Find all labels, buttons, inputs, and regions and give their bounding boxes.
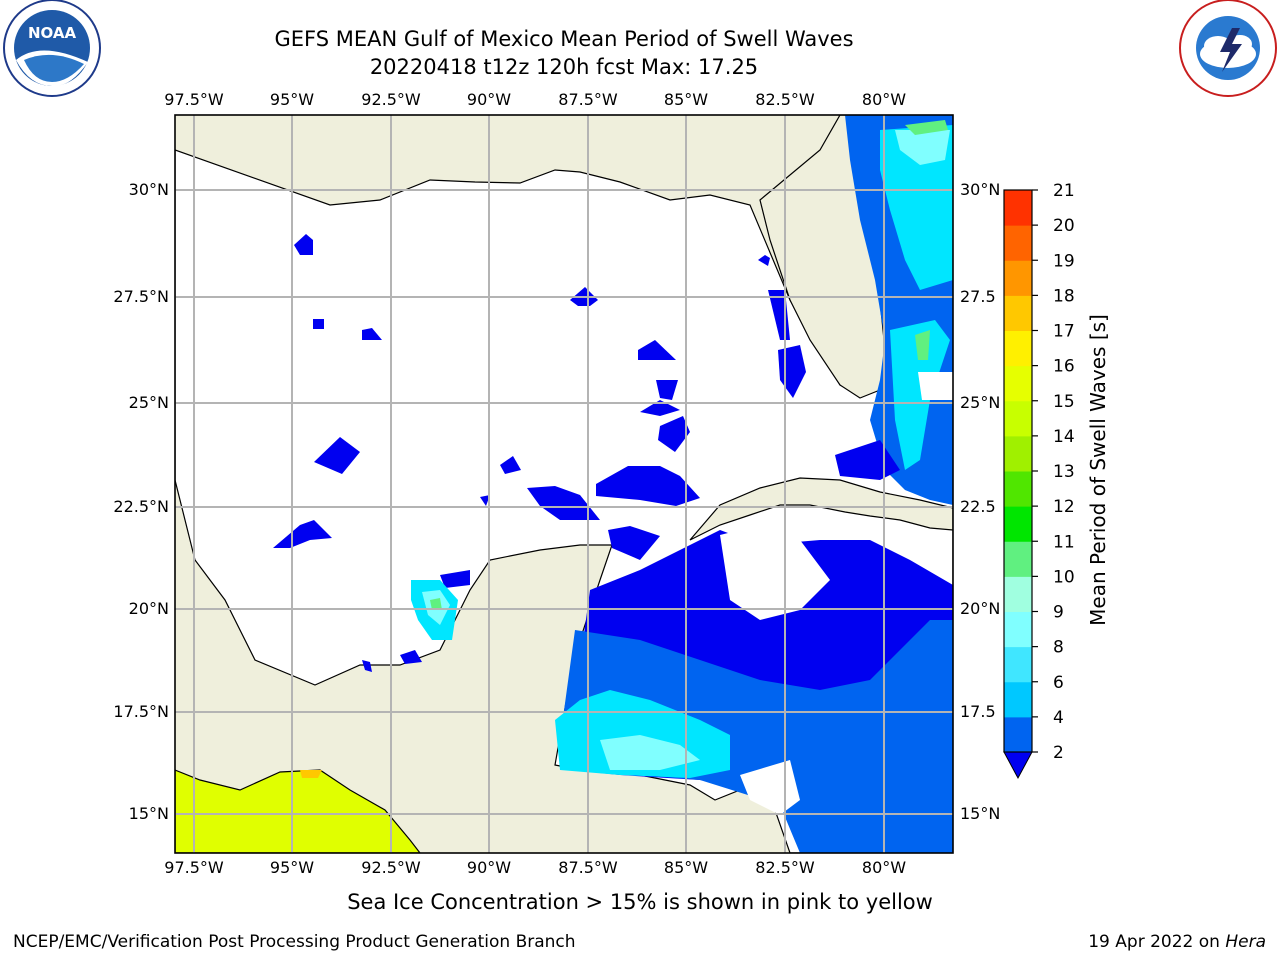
chart-title: GEFS MEAN Gulf of Mexico Mean Period of …	[274, 27, 854, 51]
lat-tick-right: 25°N	[960, 393, 1001, 412]
colorbar-tick-label: 13	[1053, 462, 1075, 482]
colorbar-segment	[1004, 541, 1032, 577]
sea-ice-note: Sea Ice Concentration > 15% is shown in …	[347, 890, 933, 914]
lon-tick-bottom: 87.5°W	[558, 858, 618, 877]
colorbar-tick-label: 15	[1053, 392, 1075, 412]
colorbar-tick-label: 11	[1053, 532, 1075, 552]
map-frame	[174, 114, 954, 854]
lon-tick-bottom: 95°W	[269, 858, 315, 877]
footer-date-text: 19 Apr 2022 on	[1088, 932, 1226, 952]
lat-tick-right: 22.5	[960, 497, 996, 516]
chart-subtitle: 20220418 t12z 120h fcst Max: 17.25	[369, 55, 759, 79]
colorbar-tick-label: 10	[1053, 567, 1075, 587]
colorbar-tick-label: 8	[1053, 638, 1064, 658]
colorbar-segment	[1004, 681, 1032, 718]
lon-tick-top: 80°W	[861, 90, 907, 109]
lat-tick-left: 20°N	[128, 599, 169, 618]
noaa-logo: NOAA	[3, 0, 101, 97]
colorbar-segment	[1004, 190, 1032, 226]
lat-tick-left: 25°N	[128, 393, 169, 412]
colorbar-segment	[1004, 716, 1032, 753]
lat-tick-right: 20°N	[960, 599, 1001, 618]
lon-tick-bottom: 82.5°W	[755, 858, 815, 877]
colorbar-tick-label: 14	[1053, 427, 1075, 447]
lat-tick-right: 30°N	[960, 180, 1001, 199]
colorbar-tick-label: 2	[1053, 743, 1064, 763]
lon-tick-bottom: 92.5°W	[361, 858, 421, 877]
colorbar-extend-arrow	[1003, 751, 1033, 780]
colorbar-segment	[1004, 400, 1032, 437]
lat-tick-right: 17.5	[960, 702, 996, 721]
lon-tick-bottom: 97.5°W	[164, 858, 224, 877]
colorbar-label: Mean Period of Swell Waves [s]	[1086, 314, 1110, 626]
lat-tick-left: 27.5°N	[113, 287, 169, 306]
footer-credit: NCEP/EMC/Verification Post Processing Pr…	[13, 932, 576, 952]
lon-tick-top: 92.5°W	[361, 90, 421, 109]
lon-tick-bottom: 80°W	[861, 858, 907, 877]
lon-tick-bottom: 90°W	[466, 858, 512, 877]
swell-atlantic-green	[905, 120, 948, 135]
footer-host: Hera	[1225, 932, 1266, 952]
colorbar-tick-label: 12	[1053, 497, 1075, 517]
noaa-logo-text: NOAA	[28, 24, 77, 42]
footer-date: 19 Apr 2022 on Hera	[1088, 932, 1266, 952]
colorbar-segment	[1004, 576, 1032, 612]
colorbar-segment	[1004, 295, 1032, 331]
lat-tick-left: 22.5°N	[113, 497, 169, 516]
swell-mid-blue	[560, 620, 953, 853]
swell-pacific-orange	[300, 770, 322, 778]
lat-tick-right: 15°N	[960, 804, 1001, 823]
colorbar-ticks: 2 4 6 8 9 10 11 12 13 14 15 16 17 18 19 20 21	[1032, 181, 1075, 763]
swell-atlantic-green2	[915, 330, 930, 360]
lon-tick-top: 87.5°W	[558, 90, 618, 109]
colorbar-tick-label: 17	[1053, 322, 1075, 342]
grid-lines	[175, 115, 953, 853]
colorbar-segment	[1004, 225, 1032, 261]
swell-atlantic-cyan2	[890, 320, 950, 470]
swell-campeche-green	[430, 598, 442, 610]
colorbar-segment	[1004, 611, 1032, 648]
lat-tick-right: 27.5	[960, 287, 996, 306]
colorbar-segment	[1004, 646, 1032, 683]
lat-tick-left: 30°N	[128, 180, 169, 199]
colorbar-tick-label: 18	[1053, 286, 1075, 306]
lon-tick-top: 95°W	[269, 90, 315, 109]
lat-tick-left: 17.5°N	[113, 702, 169, 721]
swell-atlantic-lightcyan	[895, 130, 950, 165]
colorbar-tick-label: 6	[1053, 673, 1064, 693]
colorbar-segment	[1004, 365, 1032, 402]
lon-tick-top: 90°W	[466, 90, 512, 109]
lon-tick-top: 82.5°W	[755, 90, 815, 109]
colorbar-tick-label: 21	[1053, 181, 1075, 201]
colorbar-segment	[1004, 260, 1032, 296]
colorbar	[1004, 190, 1032, 753]
swell-gap-1	[720, 525, 830, 620]
swell-pacific-yellow	[175, 769, 421, 853]
colorbar-segment	[1004, 506, 1032, 542]
lon-tick-top: 97.5°W	[164, 90, 224, 109]
colorbar-tick-label: 20	[1053, 216, 1075, 236]
colorbar-tick-label: 16	[1053, 357, 1075, 377]
lat-tick-left: 15°N	[128, 804, 169, 823]
colorbar-tick-label: 19	[1053, 251, 1075, 271]
colorbar-segment	[1004, 330, 1032, 367]
swell-light-cyan	[600, 735, 700, 770]
colorbar-tick-label: 4	[1053, 708, 1064, 728]
colorbar-segment	[1004, 435, 1032, 472]
swell-atlantic-cyan	[880, 125, 953, 290]
colorbar-tick-label: 9	[1053, 603, 1064, 623]
lon-tick-bottom: 85°W	[663, 858, 709, 877]
swell-atlantic-gap	[918, 372, 953, 400]
nws-logo	[1179, 0, 1277, 97]
colorbar-segment	[1004, 471, 1032, 507]
lon-tick-top: 85°W	[663, 90, 709, 109]
